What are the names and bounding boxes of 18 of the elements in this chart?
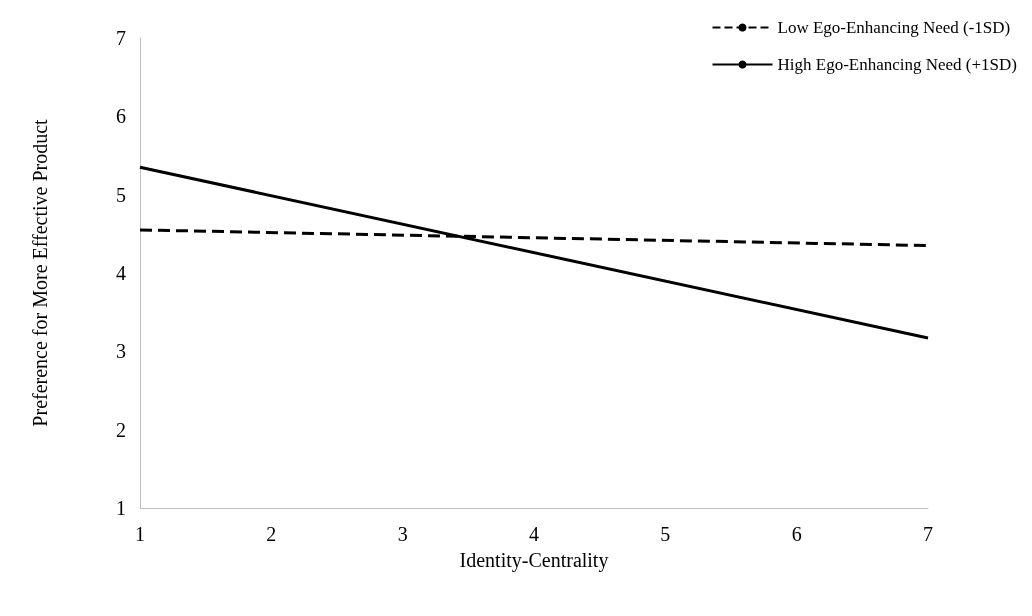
legend-label: High Ego-Enhancing Need (+1SD) xyxy=(777,55,1018,74)
y-tick-label: 7 xyxy=(116,27,126,49)
x-tick-label: 7 xyxy=(923,523,933,545)
y-tick-label: 5 xyxy=(116,183,126,206)
y-tick-label: 6 xyxy=(116,105,126,128)
y-tick-label: 3 xyxy=(116,340,126,363)
y-tick-label: 1 xyxy=(116,497,126,519)
y-axis-title: Preference for More Effective Product xyxy=(29,118,51,427)
x-tick-label: 5 xyxy=(660,523,671,545)
x-tick-label: 6 xyxy=(791,523,802,545)
x-tick-label: 4 xyxy=(529,523,539,545)
x-tick-label: 2 xyxy=(266,523,277,545)
y-tick-label: 2 xyxy=(116,418,126,441)
y-tick-label: 4 xyxy=(116,262,126,284)
x-axis-title: Identity-Centrality xyxy=(459,549,609,572)
x-tick-label: 3 xyxy=(397,523,408,545)
legend-label: Low Ego-Enhancing Need (-1SD) xyxy=(777,18,1011,37)
x-tick-label: 1 xyxy=(135,523,145,545)
